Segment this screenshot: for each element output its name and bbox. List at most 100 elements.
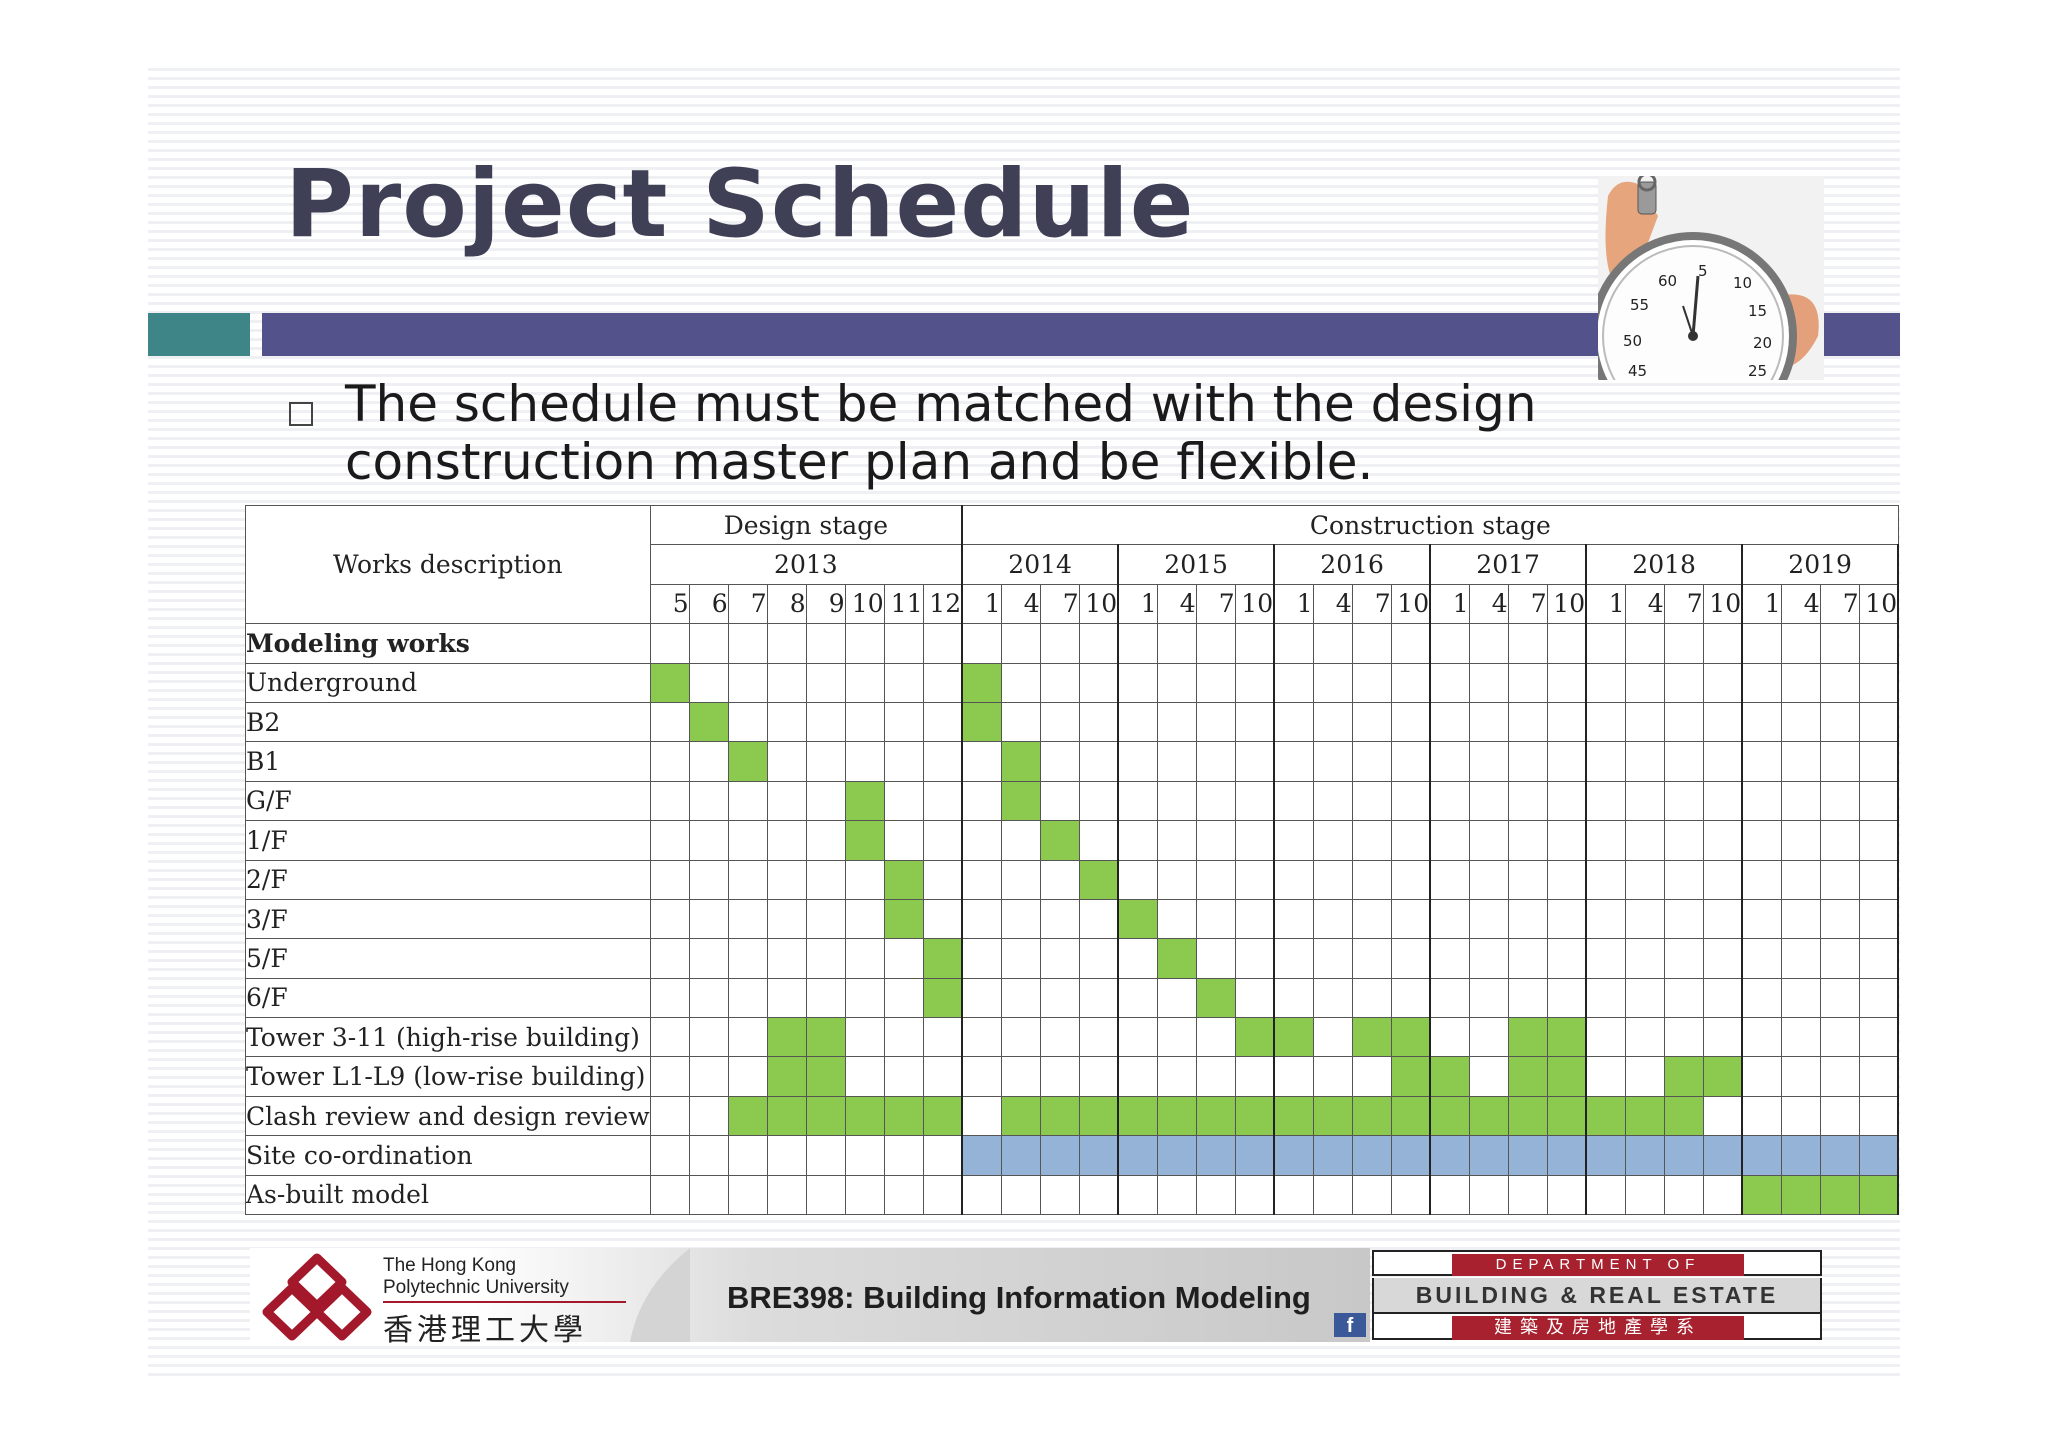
schedule-cell [922,701,964,743]
schedule-cell [883,701,924,743]
schedule-cell [1312,938,1353,979]
schedule-cell [1663,859,1704,900]
schedule-cell [1546,662,1588,703]
schedule-cell [1351,1174,1392,1216]
schedule-cell [1663,1017,1704,1058]
schedule-cell [883,820,924,861]
task-row: B1 [245,741,1900,782]
schedule-cell [1819,623,1860,664]
schedule-cell [883,623,924,664]
schedule-cell [1780,898,1821,940]
schedule-cell [1741,859,1782,900]
schedule-cell [766,1174,807,1216]
schedule-cell-modeling [1273,1017,1314,1058]
schedule-cell [1429,820,1470,861]
schedule-cell [649,1174,690,1216]
schedule-cell [1078,898,1120,940]
task-row: Clash review and design review [245,1095,1900,1137]
works-description-header: Works description [245,504,651,625]
task-label: 6/F [245,977,651,1019]
month-header: 1 [1117,583,1158,625]
schedule-cell-modeling [1858,1174,1900,1216]
schedule-cell-modeling [727,741,768,782]
schedule-cell [688,623,729,664]
schedule-cell [1507,701,1548,743]
schedule-cell-modeling [1546,1017,1588,1058]
schedule-cell [922,1056,964,1097]
schedule-cell [1078,1017,1120,1058]
schedule-cell [649,938,690,979]
schedule-cell [1507,623,1548,664]
schedule-cell [844,1017,885,1058]
schedule-cell [1468,1017,1509,1058]
schedule-cell [961,1056,1002,1097]
schedule-cell [1585,1017,1626,1058]
schedule-cell [1429,859,1470,900]
schedule-cell [1546,859,1588,900]
schedule-cell [1585,859,1626,900]
task-label: Tower L1-L9 (low-rise building) [245,1056,651,1097]
schedule-cell [922,1017,964,1058]
schedule-cell-modeling [1546,1056,1588,1097]
schedule-cell [1585,977,1626,1019]
schedule-cell [1429,741,1470,782]
schedule-cell [922,820,964,861]
schedule-cell [1078,820,1120,861]
schedule-cell [1780,623,1821,664]
month-header: 7 [1195,583,1236,625]
facebook-icon[interactable]: f [1334,1313,1366,1337]
month-header: 7 [1039,583,1080,625]
schedule-cell [1507,820,1548,861]
schedule-cell-site [1039,1135,1080,1176]
task-row: G/F [245,780,1900,822]
page-title: Project Schedule [285,150,1195,259]
schedule-cell [1702,1017,1744,1058]
schedule-cell [1780,741,1821,782]
schedule-cell-modeling [727,1095,768,1137]
schedule-cell [688,780,729,822]
schedule-cell [766,898,807,940]
schedule-cell [1000,859,1041,900]
task-row: Underground [245,662,1900,703]
dept-top-row: DEPARTMENT OF [1372,1250,1822,1276]
schedule-cell [1312,859,1353,900]
schedule-cell-modeling [688,701,729,743]
schedule-cell [727,1174,768,1216]
schedule-cell [766,1135,807,1176]
schedule-cell [1078,1056,1120,1097]
month-header: 4 [1624,583,1665,625]
schedule-cell [961,1174,1002,1216]
schedule-cell [1819,859,1860,900]
schedule-cell-site [1624,1135,1665,1176]
schedule-cell [844,1174,885,1216]
dept-main-label: BUILDING & REAL ESTATE [1372,1278,1822,1312]
schedule-cell [1507,898,1548,940]
task-row: 2/F [245,859,1900,900]
task-row: 6/F [245,977,1900,1019]
schedule-cell [1351,662,1392,703]
schedule-cell [1273,820,1314,861]
title-accent-bar [148,313,250,356]
schedule-cell-site [1000,1135,1041,1176]
month-header: 1 [1429,583,1470,625]
footer-curve [630,1248,690,1342]
schedule-cell-site [1858,1135,1900,1176]
schedule-cell [1507,938,1548,979]
schedule-cell [1468,780,1509,822]
month-header: 4 [1312,583,1353,625]
bullet-checkbox-icon [289,402,313,426]
schedule-cell [1195,623,1236,664]
schedule-cell [1234,701,1276,743]
schedule-cell [1078,780,1120,822]
month-header: 10 [1858,583,1900,625]
schedule-cell [844,623,885,664]
schedule-cell-modeling [1156,938,1197,979]
schedule-cell [1507,859,1548,900]
schedule-cell-site [1585,1135,1626,1176]
year-header: 2016 [1273,544,1432,585]
schedule-cell [688,820,729,861]
schedule-cell [1273,938,1314,979]
schedule-cell [1741,701,1782,743]
schedule-cell-modeling [844,820,885,861]
schedule-cell [727,898,768,940]
